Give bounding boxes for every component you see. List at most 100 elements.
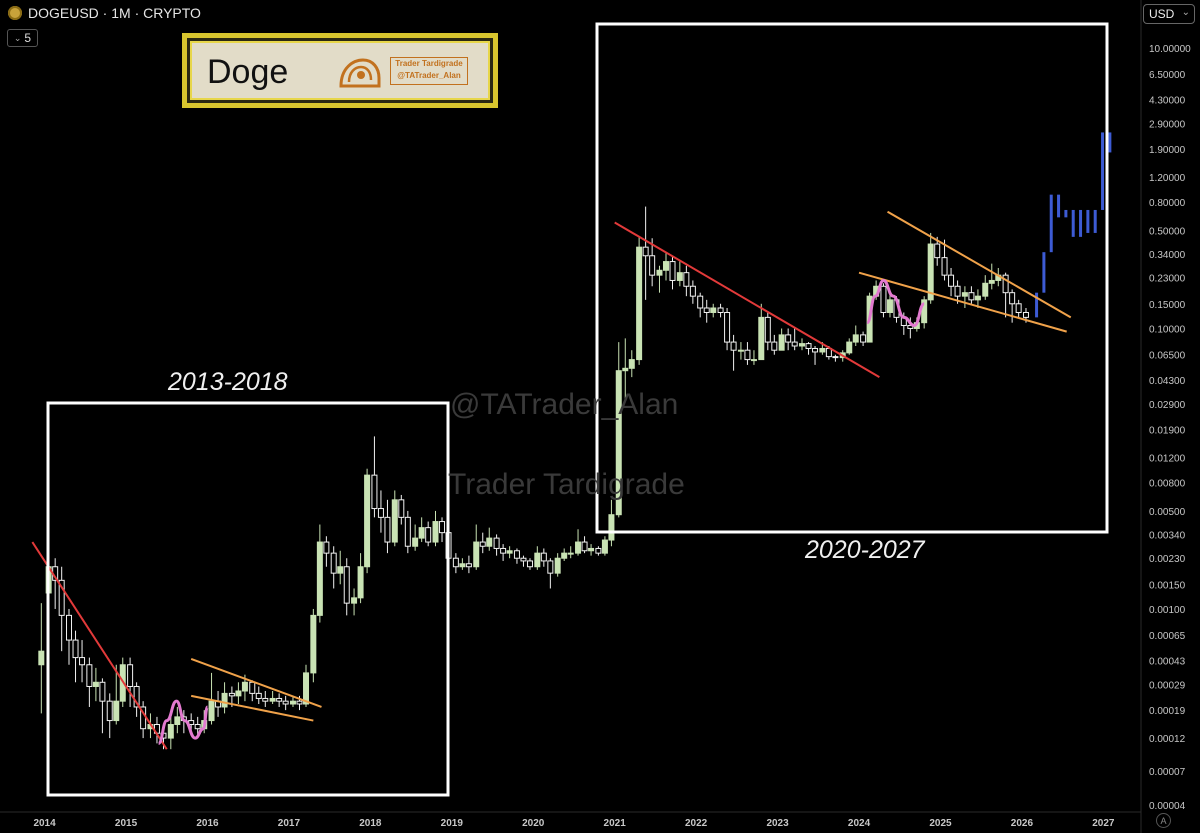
candle <box>1009 292 1016 305</box>
candle <box>730 341 737 351</box>
candle <box>703 307 710 313</box>
currency-select[interactable]: USD ⌄ <box>1143 4 1195 24</box>
candle <box>221 692 228 708</box>
candle <box>384 516 391 543</box>
y-tick-label: 0.10000 <box>1149 324 1186 335</box>
candle <box>506 550 513 554</box>
candle <box>351 597 358 604</box>
candle <box>262 697 269 702</box>
candle <box>819 347 826 353</box>
candle <box>241 681 248 692</box>
candle <box>106 700 113 722</box>
candle <box>1002 274 1009 294</box>
candle <box>669 261 676 281</box>
y-tick-label: 2.90000 <box>1149 119 1186 130</box>
candle <box>133 685 140 708</box>
candle <box>567 552 574 555</box>
x-axis: 2014 2015 2016 2017 2018 2019 2020 2021 2022 2023… <box>33 818 1114 829</box>
x-tick-label: 2018 <box>359 818 382 829</box>
candle <box>927 243 934 301</box>
candle <box>921 299 928 324</box>
candle <box>432 521 439 543</box>
y-tick-label: 0.23000 <box>1149 274 1186 285</box>
candle <box>974 295 981 301</box>
candle <box>968 292 975 301</box>
candle <box>391 499 398 543</box>
interval-button[interactable]: ⌄ 5 <box>7 29 38 47</box>
candle <box>649 255 656 276</box>
candle <box>880 285 887 313</box>
candle <box>520 557 527 562</box>
y-tick-label: 0.00029 <box>1149 680 1186 691</box>
doge-coin-icon <box>8 6 22 20</box>
trendlines <box>31 210 1072 750</box>
y-tick-label: 0.50000 <box>1149 226 1186 237</box>
candle <box>595 547 602 554</box>
wave-curve <box>865 278 925 328</box>
x-tick-label: 2027 <box>1092 818 1115 829</box>
projection-bar <box>1071 209 1075 237</box>
logo-tagline: Trader Tardigrade @TATrader_Alan <box>390 57 468 85</box>
candle <box>72 639 79 659</box>
candle <box>662 261 669 271</box>
auto-scale-button[interactable]: A <box>1156 813 1171 828</box>
y-axis: 10.00000 6.50000 4.30000 2.90000 1.90000 1.20… <box>1149 44 1191 812</box>
candle <box>452 557 459 568</box>
candle <box>174 716 181 725</box>
candle <box>832 356 839 359</box>
candle <box>255 692 262 699</box>
projection-bar <box>1035 292 1039 318</box>
candle <box>323 541 330 554</box>
candle <box>127 664 134 687</box>
y-tick-label: 0.00150 <box>1149 580 1186 591</box>
candle <box>615 370 622 516</box>
candle <box>954 285 961 297</box>
logo-inner: Doge Trader Tardigrade @TATrader_Alan <box>190 41 490 100</box>
x-tick-label: 2020 <box>522 818 545 829</box>
x-tick-label: 2017 <box>278 818 301 829</box>
candle <box>961 292 968 297</box>
candle <box>601 539 608 554</box>
projection-bar <box>1101 132 1105 210</box>
candle <box>439 521 446 534</box>
candle <box>608 514 615 541</box>
candle <box>683 272 690 287</box>
candle <box>276 697 283 702</box>
trendline-orange <box>190 658 322 708</box>
logo-tag-line1: Trader Tardigrade <box>395 59 463 68</box>
candle <box>249 681 256 694</box>
candle <box>86 664 93 687</box>
candle <box>791 341 798 347</box>
candle <box>303 672 310 705</box>
candle <box>778 334 785 351</box>
x-tick-label: 2024 <box>848 818 871 829</box>
y-tick-label: 0.00100 <box>1149 605 1186 616</box>
candle <box>493 537 500 549</box>
candle <box>846 341 853 354</box>
candle <box>622 367 629 372</box>
y-tick-label: 0.00012 <box>1149 734 1186 745</box>
wave-curve <box>157 699 209 745</box>
tardigrade-logo-icon <box>339 58 381 88</box>
candle <box>167 723 174 739</box>
candle <box>357 566 364 599</box>
projection-bar <box>1057 194 1061 218</box>
candle <box>948 274 955 287</box>
candle <box>364 474 371 568</box>
doge-logo-banner: Doge Trader Tardigrade @TATrader_Alan <box>182 33 498 108</box>
candle-series <box>38 206 1029 750</box>
candle <box>886 299 893 313</box>
candle <box>744 349 751 361</box>
candle <box>575 541 582 554</box>
symbol-bar[interactable]: DOGEUSD · 1M · CRYPTO <box>8 5 201 21</box>
symbol-title: DOGEUSD · 1M · CRYPTO <box>28 5 201 21</box>
trendline-red <box>614 221 880 378</box>
y-tick-label: 0.34000 <box>1149 250 1186 261</box>
candle <box>710 307 717 313</box>
candle <box>228 692 235 697</box>
y-tick-label: 1.20000 <box>1149 173 1186 184</box>
chevron-down-icon: ⌄ <box>13 32 22 43</box>
y-tick-label: 0.00004 <box>1149 801 1186 812</box>
candle <box>526 560 533 568</box>
